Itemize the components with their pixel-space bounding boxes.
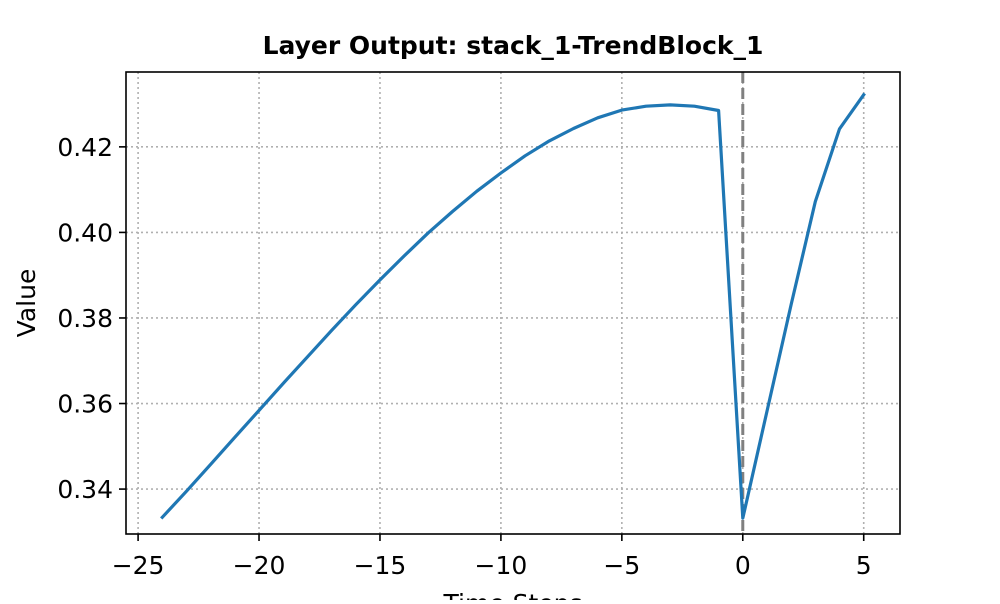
chart-title: Layer Output: stack_1-TrendBlock_1 — [263, 31, 764, 60]
grid — [126, 72, 900, 534]
y-tick-label: 0.42 — [57, 133, 113, 162]
ticks: −25 −20 −15 −10 −5 0 5 0.34 0.36 0.38 0.40 0.42 — [57, 133, 871, 580]
x-tick-label: −10 — [475, 551, 528, 580]
x-tick-label: −5 — [603, 551, 640, 580]
y-tick-label: 0.34 — [57, 475, 113, 504]
x-tick-label: 0 — [735, 551, 751, 580]
x-tick-label: −25 — [112, 551, 165, 580]
x-axis-label: Time Steps — [442, 589, 582, 600]
y-tick-label: 0.38 — [57, 304, 113, 333]
y-tick-label: 0.36 — [57, 390, 113, 419]
x-tick-label: −20 — [233, 551, 286, 580]
series-layer — [160, 92, 866, 520]
plot-frame — [125, 71, 901, 535]
series-line — [160, 92, 866, 520]
y-tick-label: 0.40 — [57, 218, 113, 247]
x-tick-label: −15 — [354, 551, 407, 580]
x-tick-label: 5 — [856, 551, 872, 580]
y-axis-label: Value — [12, 269, 41, 338]
